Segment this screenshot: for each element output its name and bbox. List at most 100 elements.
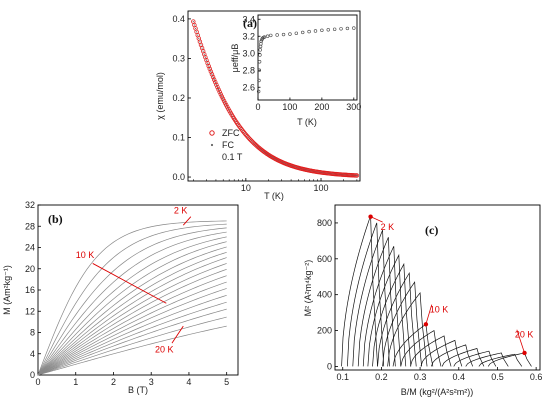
arrott-curve	[400, 329, 442, 367]
zfc-point	[211, 77, 217, 82]
inset-x-axis-label: T (K)	[297, 117, 317, 127]
panel-b-curves	[37, 220, 227, 376]
panel-b-y-tick-label: 12	[25, 306, 35, 316]
fc-point	[217, 88, 220, 91]
inset-y-tick-label: 2.8	[242, 65, 255, 75]
inset-point	[275, 33, 279, 37]
zfc-point	[217, 89, 222, 95]
mb-curve-14K	[37, 281, 227, 376]
panel-c-label: (c)	[425, 223, 438, 237]
inset-point	[262, 35, 267, 39]
panel-b-x-tick-label: 2	[111, 377, 116, 387]
panel-b-y-tick-label: 28	[25, 221, 35, 231]
panel-b-y-tick-label: 24	[25, 243, 35, 253]
inset-point	[257, 68, 261, 72]
fc-point	[192, 20, 194, 23]
inset-x-tick-label: 200	[314, 102, 329, 112]
panel-a-y-tick-label: 0.4	[172, 14, 185, 24]
panel-b-y-axis-label: M (Am²kg⁻¹)	[2, 265, 12, 315]
panel-a-chi-vs-temperature: 10 100 0.0 0.1 0.2 0.3 0.4 (a) T (K) χ (emu/mo…	[155, 10, 361, 201]
zfc-point	[207, 66, 212, 72]
mb-curve-4K	[37, 227, 227, 376]
mb-curve-15K	[37, 288, 227, 376]
zfc-point	[216, 87, 221, 92]
mb-curve-6K	[37, 236, 227, 376]
mb-curve-2K	[37, 220, 227, 376]
panel-c-annotation: 20 K	[515, 330, 534, 340]
panel-c-arrow	[425, 304, 433, 325]
inset-point	[288, 32, 292, 36]
arrott-curve	[441, 348, 485, 367]
legend-label-zfc: ZFC	[222, 128, 240, 138]
panel-a-inset: 0 100 200 300 2.6 2.8 3.0 3.2 3.4 T (K) μeff/μB	[230, 14, 361, 127]
inset-point	[257, 78, 261, 83]
mb-curve-17K	[37, 301, 227, 376]
arrott-curve	[362, 246, 402, 367]
fc-point	[204, 56, 206, 58]
zfc-point	[209, 72, 215, 77]
arrott-curve	[410, 335, 452, 367]
inset-point	[258, 53, 262, 57]
mb-curve-10K	[37, 257, 227, 376]
arrott-curve	[341, 215, 378, 367]
inset-point	[259, 39, 263, 44]
panel-a-y-tick-label: 0.1	[172, 133, 185, 143]
zfc-point	[218, 92, 223, 97]
arrott-curve	[352, 229, 390, 367]
panel-c-y-tick-label: 200	[317, 326, 332, 336]
inset-y-axis-label: μeff/μB	[230, 44, 240, 73]
panel-b-x-axis-label: B (T)	[128, 385, 148, 395]
panel-c-arrow	[370, 216, 383, 223]
arrott-curve	[357, 237, 396, 367]
fc-point	[213, 79, 215, 81]
fc-point	[215, 84, 217, 86]
panel-b-y-tick-label: 16	[25, 285, 35, 295]
inset-point	[339, 27, 343, 31]
inset-y-tick-label: 2.6	[242, 82, 255, 92]
panel-a-y-tick-label: 0.0	[172, 172, 185, 182]
fc-point	[356, 174, 358, 177]
zfc-point	[208, 69, 214, 74]
fc-point	[195, 31, 198, 33]
panel-b-annotations: 2 K 10 K 20 K	[76, 206, 192, 355]
zfc-point	[245, 135, 251, 140]
fc-point	[197, 34, 199, 36]
inset-data-points	[256, 26, 356, 94]
mb-curve-13K	[37, 275, 227, 376]
panel-c-arrow	[516, 329, 525, 354]
inset-x-tick-label: 100	[282, 102, 297, 112]
fc-point	[214, 81, 216, 83]
panel-c-axes: 0.1 0.2 0.3 0.4 0.5 0.6 0 200 400 600 800	[317, 218, 542, 382]
panel-c-x-axis-label: B/M (kg²/(A²s²m²))	[401, 387, 473, 397]
inset-point	[313, 29, 318, 33]
panel-c-x-tick-label: 0.1	[336, 372, 349, 382]
zfc-point	[213, 79, 218, 85]
fc-point	[193, 24, 196, 26]
panel-c-x-tick-label: 0.3	[414, 372, 427, 382]
panel-c-x-tick-label: 0.5	[491, 372, 504, 382]
panel-c-annotation: 10 K	[430, 305, 449, 315]
zfc-point	[247, 136, 252, 141]
arrott-curve	[347, 222, 385, 367]
mb-curve-5K	[37, 231, 227, 376]
mb-curve-18K	[37, 308, 227, 376]
arrott-curve	[392, 323, 434, 367]
fc-point	[203, 53, 205, 55]
fc-point	[211, 73, 213, 75]
fc-point	[216, 86, 219, 88]
panel-a-frame	[187, 10, 361, 182]
legend-label-fc: FC	[222, 140, 234, 150]
mb-curve-8K	[37, 246, 227, 376]
panel-c-y-tick-label: 400	[317, 290, 332, 300]
panel-c-y-tick-label: 0	[327, 361, 332, 371]
zfc-point	[221, 98, 227, 104]
panel-b-y-tick-label: 20	[25, 264, 35, 274]
mb-curve-16K	[37, 294, 227, 376]
fc-point	[198, 37, 200, 40]
inset-point	[345, 26, 350, 31]
inset-point	[307, 29, 311, 34]
zfc-point	[210, 74, 216, 80]
inset-point	[281, 32, 286, 37]
